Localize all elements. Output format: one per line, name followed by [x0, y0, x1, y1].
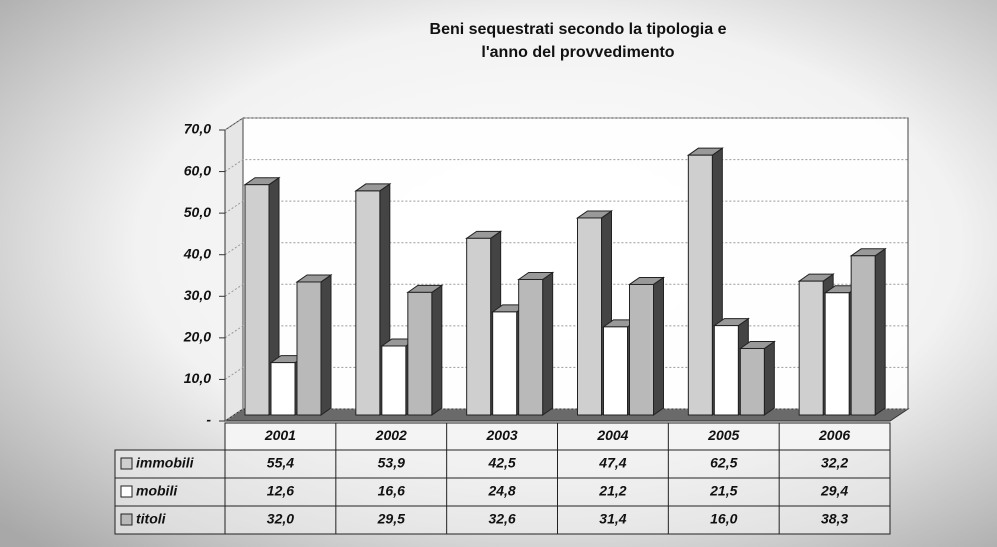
bar-side [320, 274, 332, 416]
x-tick-label: 2002 [375, 427, 407, 443]
y-tick-label: 20,0 [183, 329, 211, 345]
x-tick-label: 2003 [486, 427, 518, 443]
table-cell: 24,8 [487, 483, 515, 499]
table-cell: 32,6 [488, 511, 515, 527]
bar [603, 326, 628, 416]
grid-line [224, 200, 908, 214]
x-tick-label: 2001 [264, 427, 296, 443]
legend-label: immobili [136, 455, 195, 471]
bar [824, 292, 850, 416]
y-tick-label: 70,0 [184, 121, 211, 137]
bar [518, 278, 544, 416]
chart-title: Beni sequestrati secondo la tipologia e [430, 21, 727, 38]
bar [850, 255, 876, 416]
side-wall [224, 117, 244, 422]
bar [407, 291, 433, 416]
grid-line [224, 366, 908, 380]
table-cell: 29,4 [820, 483, 848, 499]
grid-line [224, 325, 908, 339]
table-body-bg [114, 449, 891, 535]
table-cell: 16,0 [710, 511, 737, 527]
y-tick-label: 50,0 [184, 204, 211, 220]
bar [270, 362, 296, 416]
y-tick-label: 10,0 [184, 370, 211, 386]
bar-side [874, 247, 886, 416]
table-cell: 21,5 [709, 483, 737, 499]
y-tick-label: 30,0 [184, 287, 211, 303]
table-cell: 32,2 [821, 455, 848, 471]
table-cell: 62,5 [710, 455, 737, 471]
bar-side [653, 276, 664, 416]
x-tick-label: 2004 [596, 427, 628, 443]
legend-label: titoli [136, 511, 167, 527]
bar [355, 190, 381, 416]
bar [296, 281, 322, 416]
table-cell: 29,5 [377, 511, 405, 527]
bar-side [431, 284, 443, 416]
y-tick-label: 60,0 [184, 162, 211, 178]
grid-line [224, 242, 908, 256]
bar [577, 217, 602, 416]
table-cell: 55,4 [267, 455, 294, 471]
grid-line [224, 283, 908, 297]
legend-swatch [120, 485, 133, 498]
legend-swatch [120, 513, 133, 526]
y-tick-label: - [206, 412, 211, 428]
bar [466, 237, 492, 416]
grid-line [224, 408, 908, 422]
y-tick-label: 40,0 [183, 245, 211, 261]
grid-line [224, 117, 908, 131]
bar [244, 184, 270, 416]
bar [739, 347, 765, 416]
legend-swatch [120, 457, 133, 470]
bar [381, 345, 407, 416]
chart-subtitle: l'anno del provvedimento [481, 44, 674, 61]
table-cell: 47,4 [598, 455, 626, 471]
x-tick-label: 2006 [818, 427, 850, 443]
table-cell: 42,5 [487, 455, 515, 471]
table-cell: 32,0 [267, 511, 294, 527]
bar [798, 280, 824, 416]
table-cell: 31,4 [599, 511, 626, 527]
table-cell: 12,6 [267, 483, 294, 499]
legend-label: mobili [136, 483, 178, 499]
bar [713, 325, 739, 416]
bar [629, 283, 654, 416]
x-tick-label: 2005 [707, 427, 739, 443]
table-cell: 21,2 [598, 483, 626, 499]
table-cell: 38,3 [821, 511, 848, 527]
grid-line [224, 159, 908, 172]
table-cell: 53,9 [378, 455, 405, 471]
bar [687, 154, 713, 416]
bar-side [542, 271, 554, 416]
bar [492, 311, 518, 416]
bar-side [763, 340, 775, 416]
table-cell: 16,6 [378, 483, 405, 499]
